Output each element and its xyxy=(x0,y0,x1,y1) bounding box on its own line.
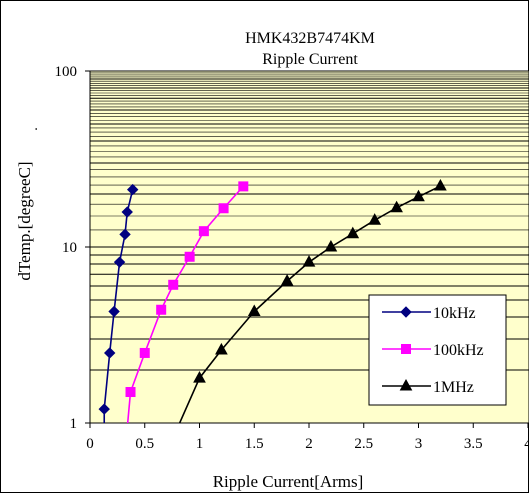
data-point-100khz xyxy=(238,181,249,192)
x-tick-label: 1 xyxy=(196,436,204,452)
x-tick-label: 0 xyxy=(86,436,94,452)
x-tick-label: 2.5 xyxy=(354,436,373,452)
legend-label-10khz: 10kHz xyxy=(433,305,476,322)
legend-marker-10khz xyxy=(400,306,412,318)
data-point-1mhz xyxy=(390,200,403,213)
x-axis-label: Ripple Current[Arms] xyxy=(213,472,364,491)
series-line-1mhz xyxy=(178,185,441,423)
data-point-100khz xyxy=(168,279,179,290)
data-point-1mhz xyxy=(412,189,425,202)
data-point-1mhz xyxy=(434,179,447,191)
data-point-1mhz xyxy=(346,226,360,239)
data-point-100khz xyxy=(218,203,229,214)
legend: 10kHz 100kHz 1MHz xyxy=(368,294,507,406)
y-tick-label: 100 xyxy=(55,64,78,80)
data-point-100khz xyxy=(156,304,167,315)
x-tick-label: 3 xyxy=(415,436,423,452)
data-point-1mhz xyxy=(324,239,338,252)
x-axis-ticks: 0 0.5 1 1.5 2 2.5 3 3.5 4 xyxy=(86,423,529,452)
data-point-10khz xyxy=(126,183,139,196)
data-point-1mhz xyxy=(368,213,382,225)
data-point-10khz xyxy=(113,256,126,268)
data-point-10khz xyxy=(98,403,110,415)
y-tick-label: 10 xyxy=(62,240,77,256)
data-point-100khz xyxy=(139,347,150,358)
data-point-100khz xyxy=(184,251,195,262)
data-point-10khz xyxy=(119,228,131,241)
data-point-10khz xyxy=(121,206,133,218)
series-markers xyxy=(98,179,447,415)
x-tick-label: 0.5 xyxy=(135,436,154,452)
data-point-100khz xyxy=(198,226,209,237)
data-point-10khz xyxy=(104,347,116,359)
legend-marker-1mhz xyxy=(399,378,413,391)
y-tick-label: 1 xyxy=(70,416,78,432)
data-point-1mhz xyxy=(193,371,206,383)
data-point-1mhz xyxy=(247,304,261,317)
chart-subtitle: Ripple Current xyxy=(262,51,358,68)
data-point-100khz xyxy=(125,387,136,398)
x-tick-label: 4 xyxy=(524,436,529,452)
legend-marker-100khz xyxy=(401,344,411,354)
legend-label-1mhz: 1MHz xyxy=(433,379,474,396)
chart-title: HMK432B7474KM xyxy=(245,30,375,47)
y-axis-label-dot: . xyxy=(26,127,41,131)
data-point-10khz xyxy=(108,305,120,318)
x-tick-label: 2 xyxy=(305,436,313,452)
y-axis-ticks: 1 10 100 xyxy=(55,64,90,432)
legend-label-100khz: 100kHz xyxy=(433,342,484,359)
x-tick-label: 1.5 xyxy=(245,436,264,452)
data-point-1mhz xyxy=(280,274,294,286)
data-point-1mhz xyxy=(215,342,228,355)
y-axis-label: dTemp.[degreeC] xyxy=(15,161,34,280)
x-tick-label: 3.5 xyxy=(464,436,483,452)
data-point-1mhz xyxy=(302,255,316,267)
